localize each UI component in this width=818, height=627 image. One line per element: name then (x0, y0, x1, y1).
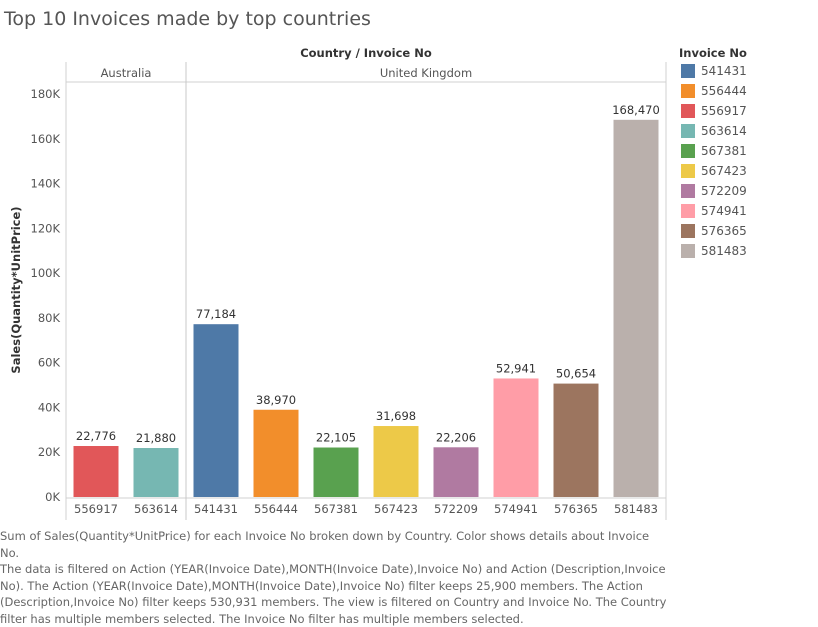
caption: Sum of Sales(Quantity*UnitPrice) for eac… (0, 528, 670, 627)
legend-label: 574941 (701, 203, 747, 219)
bar (434, 447, 479, 497)
bar-value-label: 168,470 (612, 103, 660, 117)
legend-swatch (681, 104, 695, 118)
caption-line: Sum of Sales(Quantity*UnitPrice) for eac… (0, 528, 670, 561)
x-tick-label: 556444 (254, 502, 298, 516)
bar-value-label: 21,880 (136, 431, 176, 445)
legend-item[interactable]: 576365 (681, 223, 791, 243)
legend-label: 572209 (701, 183, 747, 199)
bar-value-label: 22,776 (76, 429, 116, 443)
legend-item[interactable]: 567381 (681, 143, 791, 163)
legend: 541431 556444 556917 563614 567381 567423 5722… (681, 63, 791, 263)
legend-item[interactable]: 574941 (681, 203, 791, 223)
y-tick-label: 120K (31, 221, 61, 235)
legend-label: 567381 (701, 143, 747, 159)
legend-label: 556444 (701, 83, 747, 99)
bar (254, 410, 299, 497)
legend-swatch (681, 184, 695, 198)
group-label: Australia (101, 66, 152, 80)
bar-value-label: 50,654 (556, 367, 596, 381)
legend-item[interactable]: 581483 (681, 243, 791, 263)
x-tick-label: 556917 (74, 502, 118, 516)
legend-swatch (681, 224, 695, 238)
bar-value-label: 31,698 (376, 409, 416, 423)
bar (134, 448, 179, 497)
legend-label: 556917 (701, 103, 747, 119)
y-tick-label: 60K (38, 356, 61, 370)
legend-swatch (681, 144, 695, 158)
caption-line: No). The Action (YEAR(Invoice Date),MONT… (0, 578, 670, 595)
legend-label: 567423 (701, 163, 747, 179)
x-tick-label: 574941 (494, 502, 538, 516)
legend-label: 581483 (701, 243, 747, 259)
y-tick-label: 40K (38, 400, 61, 414)
y-tick-label: 160K (31, 132, 61, 146)
y-tick-label: 140K (31, 177, 61, 191)
caption-line: The data is filtered on Action (YEAR(Inv… (0, 561, 670, 578)
bar (74, 446, 119, 497)
legend-item[interactable]: 556444 (681, 83, 791, 103)
x-tick-label: 567423 (374, 502, 418, 516)
x-tick-label: 541431 (194, 502, 238, 516)
legend-title: Invoice No (679, 46, 747, 60)
legend-swatch (681, 84, 695, 98)
legend-label: 541431 (701, 63, 747, 79)
x-tick-label: 572209 (434, 502, 478, 516)
legend-item[interactable]: 567423 (681, 163, 791, 183)
legend-label: 576365 (701, 223, 747, 239)
legend-swatch (681, 204, 695, 218)
caption-line: (Description,Invoice No) filter keeps 53… (0, 594, 670, 611)
x-tick-label: 581483 (614, 502, 658, 516)
y-axis-title: Sales(Quantity*UnitPrice) (9, 206, 23, 373)
legend-item[interactable]: 556917 (681, 103, 791, 123)
bar-value-label: 38,970 (256, 393, 296, 407)
bar (194, 324, 239, 497)
legend-item[interactable]: 563614 (681, 123, 791, 143)
bar (554, 384, 599, 497)
bar (374, 426, 419, 497)
x-tick-label: 567381 (314, 502, 358, 516)
bar (314, 448, 359, 497)
legend-item[interactable]: 572209 (681, 183, 791, 203)
group-label: United Kingdom (380, 66, 472, 80)
legend-swatch (681, 164, 695, 178)
bar-value-label: 52,941 (496, 361, 536, 375)
bar-value-label: 22,105 (316, 431, 356, 445)
y-tick-label: 80K (38, 311, 61, 325)
bar (614, 120, 659, 497)
y-tick-label: 0K (45, 490, 60, 504)
x-tick-label: 563614 (134, 502, 178, 516)
bar-value-label: 22,206 (436, 430, 476, 444)
y-tick-label: 100K (31, 266, 61, 280)
legend-swatch (681, 124, 695, 138)
bar-value-label: 77,184 (196, 307, 236, 321)
bar (494, 378, 539, 497)
legend-item[interactable]: 541431 (681, 63, 791, 83)
legend-swatch (681, 244, 695, 258)
y-tick-label: 180K (31, 87, 61, 101)
x-tick-label: 576365 (554, 502, 598, 516)
y-tick-label: 20K (38, 445, 61, 459)
legend-swatch (681, 64, 695, 78)
legend-label: 563614 (701, 123, 747, 139)
